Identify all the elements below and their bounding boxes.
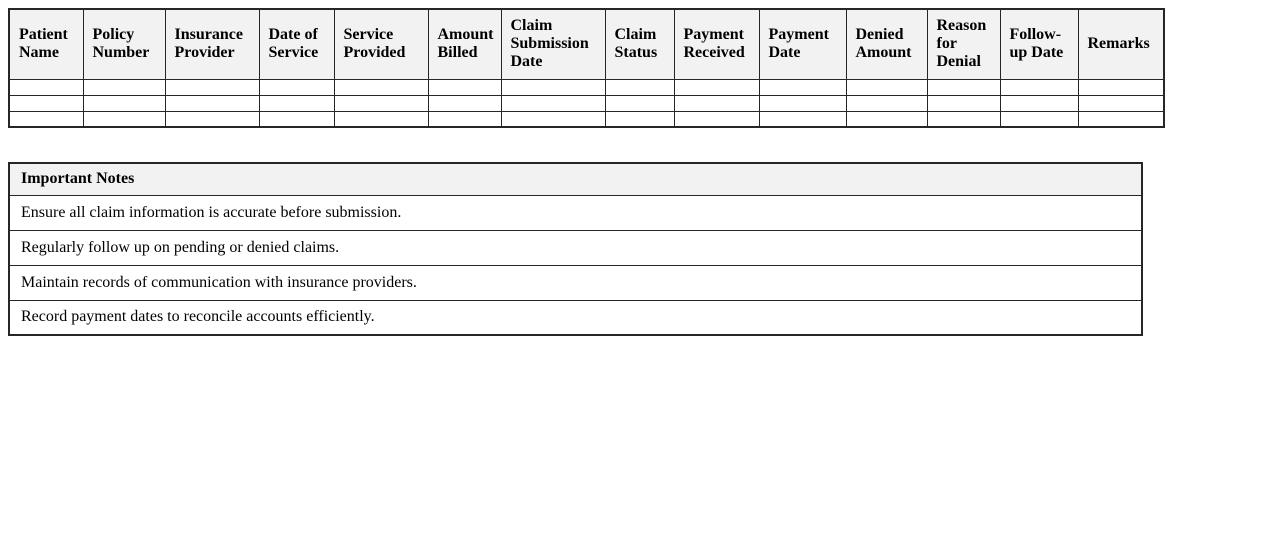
- claims-empty-cell: [1077, 78, 1165, 96]
- claims-empty-cell: [999, 110, 1079, 128]
- claims-empty-cell: [164, 78, 260, 96]
- claims-empty-cell: [258, 110, 335, 128]
- claims-empty-cell: [604, 94, 675, 112]
- claims-empty-cell: [1077, 94, 1165, 112]
- claims-empty-cell: [427, 110, 502, 128]
- claims-empty-cell: [82, 94, 166, 112]
- col-header-claim-submission-date: Claim Submission Date: [500, 8, 606, 80]
- col-header-follow-up-date: Follow-up Date: [999, 8, 1079, 80]
- claims-empty-cell: [82, 110, 166, 128]
- col-header-denied-amount: Denied Amount: [845, 8, 928, 80]
- claims-empty-row: [8, 110, 1165, 128]
- note-item: Record payment dates to reconcile accoun…: [8, 299, 1143, 336]
- important-notes-table: Important Notes Ensure all claim informa…: [8, 162, 1143, 336]
- claims-empty-cell: [999, 94, 1079, 112]
- claims-empty-cell: [758, 78, 847, 96]
- claims-table: Patient Name Policy Number Insurance Pro…: [8, 8, 1165, 128]
- claims-empty-cell: [258, 78, 335, 96]
- col-header-payment-received: Payment Received: [673, 8, 760, 80]
- col-header-date-of-service: Date of Service: [258, 8, 335, 80]
- claims-empty-cell: [999, 78, 1079, 96]
- col-header-claim-status: Claim Status: [604, 8, 675, 80]
- col-header-payment-date: Payment Date: [758, 8, 847, 80]
- claims-empty-cell: [164, 110, 260, 128]
- claims-empty-cell: [604, 110, 675, 128]
- claims-empty-cell: [8, 78, 84, 96]
- claims-empty-cell: [500, 78, 606, 96]
- claims-empty-cell: [926, 78, 1001, 96]
- claims-empty-cell: [926, 94, 1001, 112]
- claims-empty-cell: [500, 110, 606, 128]
- claims-empty-cell: [604, 78, 675, 96]
- notes-title: Important Notes: [8, 162, 1143, 196]
- claims-empty-cell: [845, 110, 928, 128]
- note-item: Regularly follow up on pending or denied…: [8, 229, 1143, 266]
- col-header-patient-name: Patient Name: [8, 8, 84, 80]
- claims-empty-row: [8, 94, 1165, 112]
- col-header-amount-billed: Amount Billed: [427, 8, 502, 80]
- claims-empty-cell: [427, 94, 502, 112]
- note-item: Maintain records of communication with i…: [8, 264, 1143, 301]
- claims-empty-cell: [8, 110, 84, 128]
- col-header-policy-number: Policy Number: [82, 8, 166, 80]
- note-row: Maintain records of communication with i…: [8, 264, 1143, 301]
- col-header-insurance-provider: Insurance Provider: [164, 8, 260, 80]
- claims-empty-cell: [673, 94, 760, 112]
- claims-empty-cell: [758, 110, 847, 128]
- col-header-remarks: Remarks: [1077, 8, 1165, 80]
- claims-empty-cell: [333, 78, 429, 96]
- claims-empty-cell: [500, 94, 606, 112]
- claims-empty-cell: [164, 94, 260, 112]
- note-row: Record payment dates to reconcile accoun…: [8, 299, 1143, 336]
- claims-empty-cell: [845, 78, 928, 96]
- note-row: Regularly follow up on pending or denied…: [8, 229, 1143, 266]
- claims-empty-cell: [758, 94, 847, 112]
- claims-empty-cell: [845, 94, 928, 112]
- claims-empty-cell: [333, 94, 429, 112]
- claims-empty-cell: [333, 110, 429, 128]
- claims-table-body: [8, 78, 1165, 128]
- claims-empty-cell: [926, 110, 1001, 128]
- claims-empty-cell: [427, 78, 502, 96]
- claims-empty-cell: [8, 94, 84, 112]
- claims-empty-cell: [82, 78, 166, 96]
- claims-empty-cell: [1077, 110, 1165, 128]
- note-item: Ensure all claim information is accurate…: [8, 194, 1143, 231]
- claims-empty-row: [8, 78, 1165, 96]
- col-header-service-provided: Service Provided: [333, 8, 429, 80]
- note-row: Ensure all claim information is accurate…: [8, 194, 1143, 231]
- claims-table-header-row: Patient Name Policy Number Insurance Pro…: [8, 8, 1165, 80]
- claims-empty-cell: [258, 94, 335, 112]
- claims-empty-cell: [673, 78, 760, 96]
- col-header-reason-for-denial: Reason for Denial: [926, 8, 1001, 80]
- claims-empty-cell: [673, 110, 760, 128]
- notes-header-row: Important Notes: [8, 162, 1143, 196]
